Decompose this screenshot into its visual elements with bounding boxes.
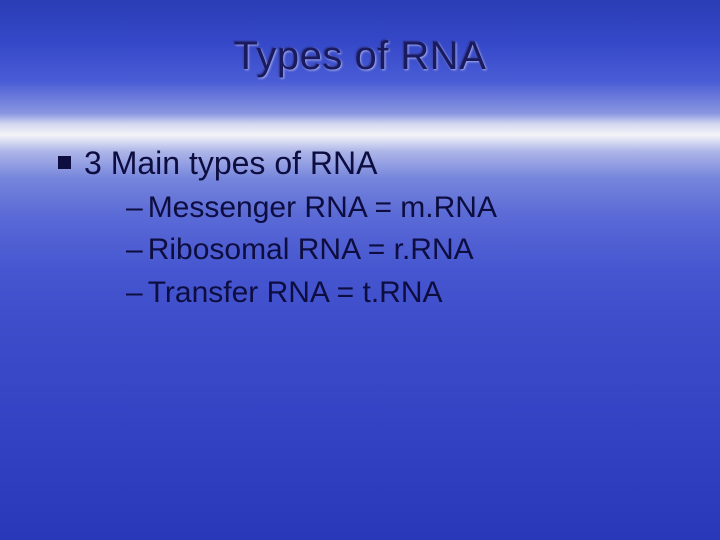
sub-bullet-text: Messenger RNA = m.RNA — [148, 187, 497, 230]
sub-bullet-text: Ribosomal RNA = r.RNA — [148, 229, 474, 272]
dash-icon: – — [126, 272, 143, 315]
bullet-main-text: 3 Main types of RNA — [84, 143, 377, 185]
sub-bullet: – Messenger RNA = m.RNA — [126, 187, 497, 230]
slide: Types of RNA 3 Main types of RNA – Messe… — [0, 0, 720, 540]
dash-icon: – — [126, 187, 143, 230]
sub-bullet: – Transfer RNA = t.RNA — [126, 272, 497, 315]
sub-bullet-list: – Messenger RNA = m.RNA – Ribosomal RNA … — [126, 187, 497, 315]
slide-title: Types of RNA — [0, 34, 720, 79]
slide-body: 3 Main types of RNA – Messenger RNA = m.… — [58, 143, 497, 314]
dash-icon: – — [126, 229, 143, 272]
bullet-main: 3 Main types of RNA — [58, 143, 497, 185]
sub-bullet: – Ribosomal RNA = r.RNA — [126, 229, 497, 272]
sub-bullet-text: Transfer RNA = t.RNA — [148, 272, 443, 315]
square-bullet-icon — [58, 156, 71, 169]
